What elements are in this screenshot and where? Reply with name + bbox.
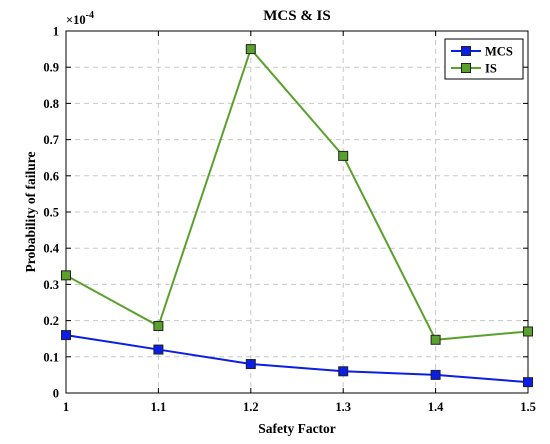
legend: MCS IS (444, 38, 524, 80)
data-point (338, 366, 349, 377)
grid (66, 31, 528, 393)
data-point (153, 344, 164, 355)
series-layer (61, 44, 533, 388)
y-tick-label: 0 (53, 387, 59, 401)
series-is (61, 44, 533, 345)
y-tick-label: 0.3 (43, 278, 59, 292)
data-point (523, 377, 533, 388)
legend-label: IS (485, 62, 497, 76)
data-point (153, 321, 164, 332)
x-axis-label: Safety Factor (258, 421, 336, 436)
y-axis-label: Probability of failure (23, 151, 38, 272)
data-point (338, 150, 349, 161)
series-line (65, 47, 529, 341)
y-tick-label: 0.6 (43, 169, 59, 183)
data-point (430, 369, 441, 380)
y-multiplier-exponent: -4 (86, 10, 94, 21)
y-tick-label: 0.2 (43, 314, 59, 328)
series-mcs (61, 330, 533, 388)
x-tick-label: 1 (63, 400, 69, 414)
data-point (245, 359, 256, 370)
axis-ticks: 1 1.1 1.2 1.3 1.4 1.5 0 0.1 0.2 0.3 0.4 0.5 0.6 0.7 0.… (43, 25, 535, 415)
y-tick-label: 0.7 (43, 133, 59, 147)
x-tick-label: 1.5 (520, 400, 536, 414)
data-point (61, 270, 71, 281)
legend-marker (461, 46, 471, 56)
y-tick-label: 0.8 (43, 97, 59, 111)
data-point (430, 334, 441, 345)
y-tick-label: 1 (53, 25, 59, 39)
y-multiplier: ×10-4 (66, 10, 94, 27)
legend-marker (461, 63, 471, 73)
y-tick-label: 0.5 (43, 206, 59, 220)
y-tick-label: 0.4 (43, 242, 59, 256)
x-tick-label: 1.2 (243, 400, 259, 414)
data-point (523, 326, 533, 337)
data-point (61, 330, 71, 341)
x-tick-label: 1.3 (335, 400, 351, 414)
data-point (245, 44, 256, 55)
y-multiplier-base: ×10 (66, 13, 86, 27)
x-tick-label: 1.4 (428, 400, 444, 414)
y-tick-label: 0.9 (43, 61, 59, 75)
legend-box (444, 38, 524, 80)
y-tick-label: 0.1 (43, 350, 59, 364)
chart-title: MCS & IS (263, 8, 331, 24)
legend-label: MCS (485, 45, 513, 59)
series-line (65, 334, 529, 384)
x-tick-label: 1.1 (151, 400, 167, 414)
